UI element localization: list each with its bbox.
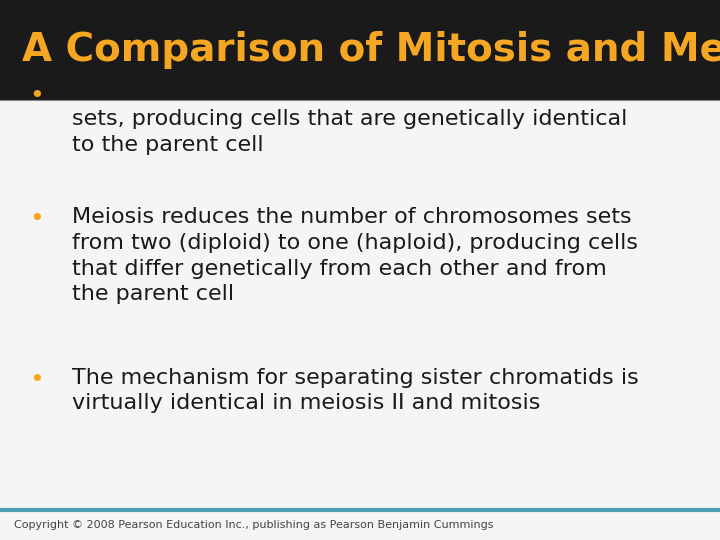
Text: Copyright © 2008 Pearson Education Inc., publishing as Pearson Benjamin Cummings: Copyright © 2008 Pearson Education Inc.,…: [14, 520, 494, 530]
Text: •: •: [29, 368, 43, 392]
Text: A Comparison of Mitosis and Meiosis: A Comparison of Mitosis and Meiosis: [22, 31, 720, 69]
Text: The mechanism for separating sister chromatids is
virtually identical in meiosis: The mechanism for separating sister chro…: [72, 368, 639, 413]
Text: Meiosis reduces the number of chromosomes sets
from two (diploid) to one (haploi: Meiosis reduces the number of chromosome…: [72, 207, 638, 304]
Text: •: •: [29, 207, 43, 231]
FancyBboxPatch shape: [0, 0, 720, 100]
Text: Mitosis conserves the number of chromosome
sets, producing cells that are geneti: Mitosis conserves the number of chromoso…: [72, 84, 627, 155]
Text: •: •: [29, 84, 43, 107]
